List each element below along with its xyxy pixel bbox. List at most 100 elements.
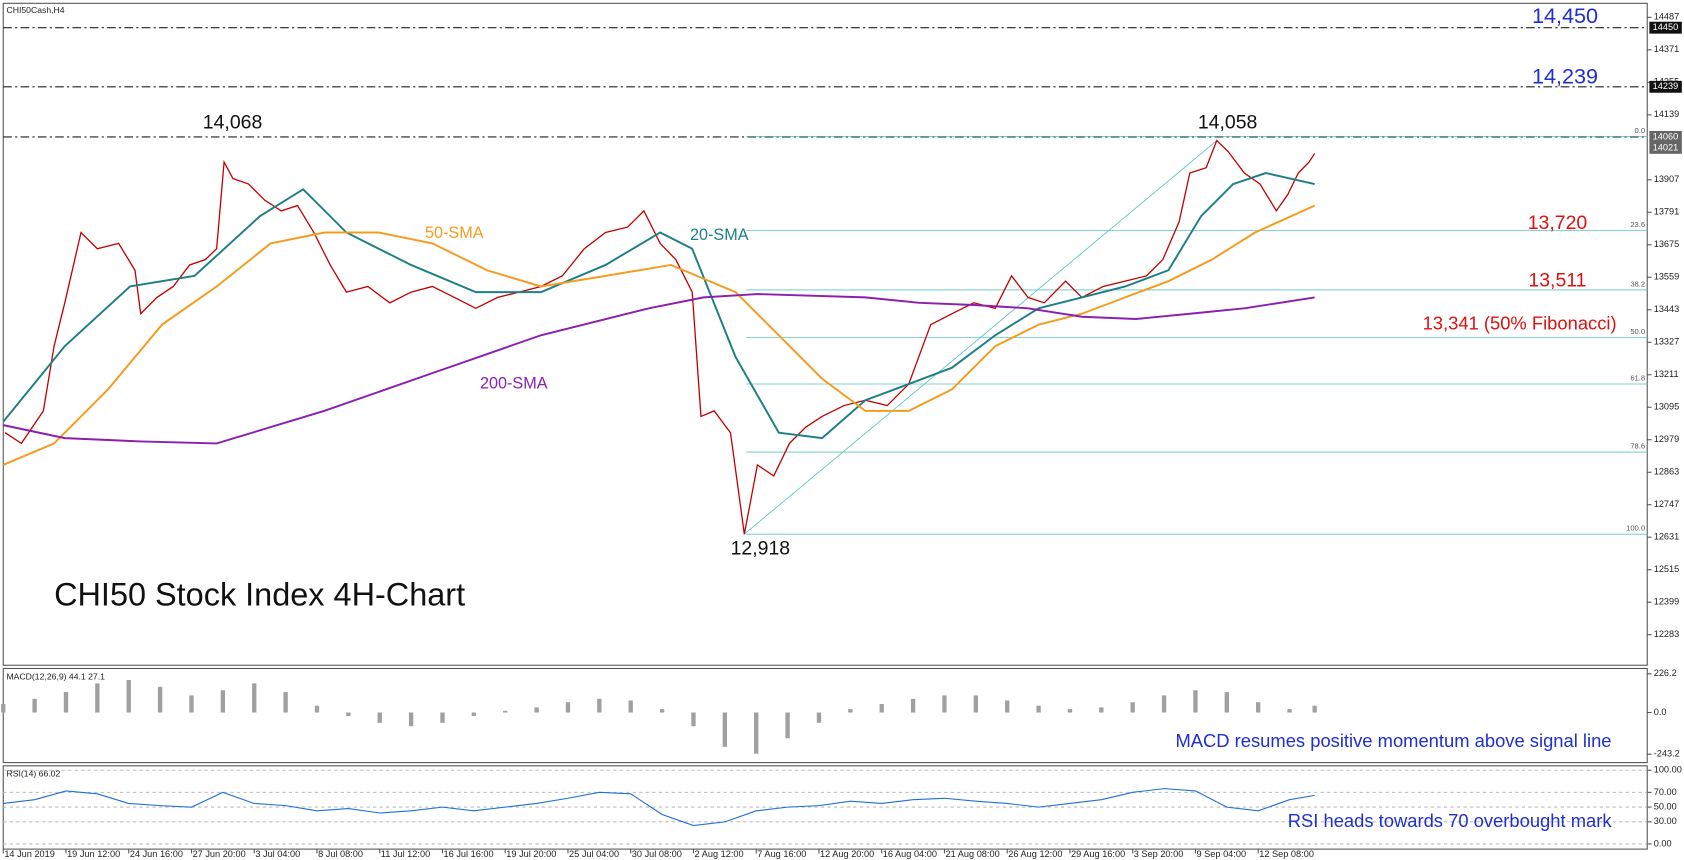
y-tick-label: 13791 [1654,207,1680,217]
annotation: 14,450 [1532,3,1598,28]
rsi-line [3,788,1315,827]
panel-label: MACD(12,26,9) 44.1 27.1 [6,671,105,681]
macd-bar [722,712,728,747]
y-tick-label: 13327 [1654,337,1680,347]
y-tick-label: 13559 [1654,272,1680,282]
macd-bar [157,686,163,713]
macd-bar [691,712,696,727]
y-tick-label: 100.00 [1654,765,1682,775]
y-tick-label: 12863 [1654,467,1680,477]
macd-bar [848,709,853,713]
sma-line [3,293,1315,445]
x-tick-label: 12 Aug 20:00 [820,849,874,859]
macd-bar [220,690,226,713]
y-tick-label: 12979 [1654,434,1680,444]
macd-bar [1130,702,1135,713]
macd-bar [377,712,382,723]
annotation: 14,058 [1198,112,1258,134]
fib-label: 61.8 [1630,374,1645,383]
x-tick-label: 16 Jul 16:00 [444,849,494,859]
y-tick-label: 13907 [1654,174,1680,184]
macd-bar [63,691,69,713]
x-tick-label: 21 Aug 08:00 [946,849,1000,859]
price-tag-label: 14021 [1653,142,1679,152]
price-tag-label: 14239 [1653,81,1679,91]
y-tick-label: 12631 [1654,532,1680,542]
x-tick-label: 3 Sep 20:00 [1134,849,1184,859]
x-tick-label: 30 Jul 08:00 [632,849,682,859]
x-tick-label: 29 Aug 16:00 [1071,849,1125,859]
macd-bar [32,698,37,713]
y-tick-label: 226.2 [1654,668,1677,678]
y-tick-label: 70.00 [1654,787,1677,797]
macd-bar [785,712,790,739]
y-tick-label: 50.00 [1654,802,1677,812]
macd-bar [1161,695,1167,713]
y-tick-label: 12747 [1654,499,1680,509]
annotation: 13,511 [1528,269,1586,291]
y-tick-label: 14371 [1654,44,1680,54]
macd-bar [503,710,508,713]
y-tick-label: 14487 [1654,12,1680,22]
macd-bar [1193,690,1198,713]
chart-title: CHI50 Stock Index 4H-Chart [54,577,465,613]
price-tag [1649,141,1682,154]
macd-bar [1224,691,1229,713]
panel-note: RSI heads towards 70 overbought mark [1288,810,1613,831]
sma-line [2,204,1316,466]
x-tick-label: 11 Jul 12:00 [381,849,430,859]
x-tick-label: 26 Aug 12:00 [1008,849,1062,859]
y-tick-label: 12283 [1654,629,1680,639]
series-label: 200-SMA [480,374,548,392]
x-tick-label: 19 Jul 20:00 [506,849,556,859]
macd-bar [440,712,445,723]
panel-label: RSI(14) 66.02 [6,769,60,779]
macd-bar [1036,705,1041,713]
macd-bar [659,709,665,713]
macd-bar [942,695,947,713]
fib-label: 100.0 [1626,524,1645,533]
macd-bar [879,703,884,713]
x-tick-label: 24 Jun 16:00 [130,849,183,859]
macd-panel [2,667,1648,764]
macd-bar [910,698,916,713]
fib-label: 0.0 [1635,126,1646,135]
macd-bar [1256,702,1261,713]
macd-bar [408,712,414,727]
price-tag [1649,80,1682,93]
x-tick-label: 9 Sep 04:00 [1197,849,1247,859]
macd-bar [597,698,602,713]
y-tick-label: -243.2 [1654,749,1680,759]
y-tick-label: 13443 [1654,304,1680,314]
x-tick-label: 8 Jul 08:00 [318,849,363,859]
annotation: 13,720 [1528,212,1588,234]
y-tick-label: 14139 [1654,109,1680,119]
x-tick-label: 16 Aug 04:00 [883,849,937,859]
series-label: 20-SMA [690,226,749,244]
macd-bar [816,712,822,723]
fib-label: 23.6 [1630,220,1645,229]
annotation: 14,239 [1532,64,1598,89]
annotation: 14,068 [203,112,263,134]
x-tick-label: 19 Jun 12:00 [67,849,120,859]
macd-bar [1312,705,1317,713]
symbol-label: CHI50Cash,H4 [6,5,64,15]
y-tick-label: 13675 [1654,239,1680,249]
fib-label: 38.2 [1630,279,1645,288]
macd-bar [534,707,539,713]
x-tick-label: 12 Sep 08:00 [1259,849,1314,859]
price-tag [1649,21,1682,34]
fib-label: 78.6 [1630,442,1645,451]
x-tick-label: 27 Jun 20:00 [193,849,246,859]
series-label: 50-SMA [425,224,484,242]
y-tick-label: 13095 [1654,402,1680,412]
macd-bar [1,703,6,713]
annotation: 13,341 (50% Fibonacci) [1423,312,1617,333]
macd-bar [189,695,194,713]
sma-line [2,172,1315,440]
macd-bar [471,712,477,716]
macd-bar [628,700,633,713]
price-line [4,139,1316,535]
